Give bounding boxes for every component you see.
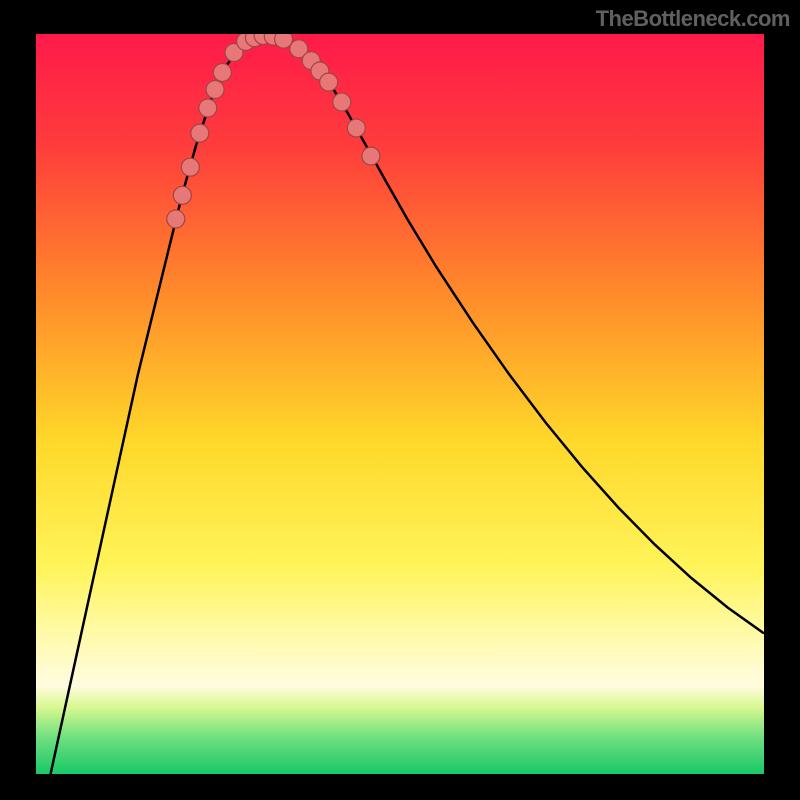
plot-area [36,34,764,774]
data-marker [199,99,217,117]
data-marker [333,93,351,111]
data-marker [173,186,191,204]
data-marker [213,63,231,81]
data-marker [347,119,365,137]
data-marker [362,147,380,165]
data-marker [181,158,199,176]
curve-layer [36,34,764,774]
marker-group [167,34,380,228]
bottleneck-curve [51,35,764,774]
data-marker [191,124,209,142]
watermark-label: TheBottleneck.com [596,6,790,32]
data-marker [206,81,224,99]
data-marker [320,73,338,91]
data-marker [167,210,185,228]
